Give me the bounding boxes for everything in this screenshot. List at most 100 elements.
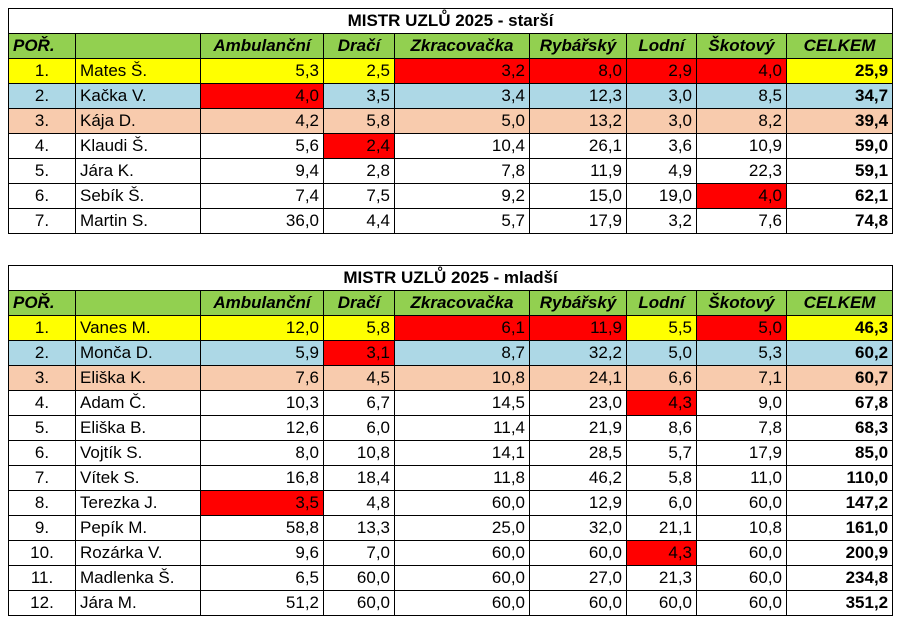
column-header: Škotový	[696, 33, 787, 59]
score-cell: 2,8	[323, 158, 395, 184]
table-row: 3. Kája D. 4,2 5,8 5,0 13,2 3,0 8,2 39,4	[8, 108, 894, 134]
name-cell: Terezka J.	[75, 490, 201, 516]
total-cell: 147,2	[785, 490, 894, 516]
score-cell: 12,3	[529, 83, 627, 109]
column-header: Ambulanční	[200, 33, 324, 59]
total-cell: 351,2	[785, 590, 894, 616]
rank-cell: 4.	[8, 133, 76, 159]
name-cell: Jára K.	[75, 158, 201, 184]
score-cell: 2,5	[323, 58, 395, 84]
score-cell: 5,8	[323, 315, 395, 341]
score-cell: 10,4	[394, 133, 530, 159]
score-cell: 7,8	[394, 158, 530, 184]
rank-cell: 5.	[8, 158, 76, 184]
score-cell: 7,1	[696, 365, 787, 391]
total-cell: 110,0	[785, 465, 894, 491]
score-cell: 60,0	[696, 565, 787, 591]
score-cell: 10,8	[394, 365, 530, 391]
column-header: POŘ.	[8, 33, 76, 59]
column-header: Rybářský	[529, 290, 627, 316]
score-cell: 6,1	[394, 315, 530, 341]
score-cell: 5,8	[626, 465, 697, 491]
total-cell: 59,1	[785, 158, 894, 184]
score-cell: 9,4	[200, 158, 324, 184]
total-cell: 68,3	[785, 415, 894, 441]
score-cell: 7,0	[323, 540, 395, 566]
score-cell: 7,5	[323, 183, 395, 209]
score-cell: 60,0	[323, 590, 395, 616]
score-cell: 10,3	[200, 390, 324, 416]
score-cell: 14,5	[394, 390, 530, 416]
score-cell: 3,0	[626, 108, 697, 134]
score-cell: 11,4	[394, 415, 530, 441]
score-cell: 60,0	[394, 540, 530, 566]
total-cell: 39,4	[785, 108, 894, 134]
score-cell: 3,0	[626, 83, 697, 109]
score-cell: 5,7	[394, 208, 530, 234]
score-cell: 7,8	[696, 415, 787, 441]
score-cell: 60,0	[394, 590, 530, 616]
table-row: 1. Vanes M. 12,0 5,8 6,1 11,9 5,5 5,0 46,3	[8, 315, 894, 341]
table-row: 6. Vojtík S. 8,0 10,8 14,1 28,5 5,7 17,9 85,0	[8, 440, 894, 466]
score-cell: 8,5	[696, 83, 787, 109]
score-cell: 10,8	[696, 515, 787, 541]
name-cell: Vojtík S.	[75, 440, 201, 466]
table-row: 6. Sebík Š. 7,4 7,5 9,2 15,0 19,0 4,0 62,1	[8, 183, 894, 209]
score-cell: 15,0	[529, 183, 627, 209]
score-cell: 32,0	[529, 515, 627, 541]
table-row: 11. Madlenka Š. 6,5 60,0 60,0 27,0 21,3 60,0 234…	[8, 565, 894, 591]
column-header: Škotový	[696, 290, 787, 316]
score-cell: 60,0	[529, 590, 627, 616]
score-cell: 4,3	[626, 540, 697, 566]
score-cell: 4,8	[323, 490, 395, 516]
table-row: 5. Eliška B. 12,6 6,0 11,4 21,9 8,6 7,8 68,3	[8, 415, 894, 441]
table-row: 2. Kačka V. 4,0 3,5 3,4 12,3 3,0 8,5 34,7	[8, 83, 894, 109]
score-cell: 60,0	[323, 565, 395, 591]
column-header: CELKEM	[785, 290, 894, 316]
score-cell: 27,0	[529, 565, 627, 591]
score-cell: 2,4	[323, 133, 395, 159]
column-header	[75, 33, 201, 59]
table-row: 10. Rozárka V. 9,6 7,0 60,0 60,0 4,3 60,0 200,9	[8, 540, 894, 566]
score-cell: 3,4	[394, 83, 530, 109]
score-cell: 58,8	[200, 515, 324, 541]
rank-cell: 1.	[8, 315, 76, 341]
table-row: 4. Adam Č. 10,3 6,7 14,5 23,0 4,3 9,0 67,8	[8, 390, 894, 416]
score-cell: 16,8	[200, 465, 324, 491]
name-cell: Monča D.	[75, 340, 201, 366]
column-header: Dračí	[323, 290, 395, 316]
score-cell: 6,0	[323, 415, 395, 441]
rank-cell: 7.	[8, 208, 76, 234]
score-cell: 9,6	[200, 540, 324, 566]
score-cell: 21,9	[529, 415, 627, 441]
score-cell: 8,0	[200, 440, 324, 466]
table-row: 12. Jára M. 51,2 60,0 60,0 60,0 60,0 60,0 351,2	[8, 590, 894, 616]
name-cell: Klaudi Š.	[75, 133, 201, 159]
score-cell: 23,0	[529, 390, 627, 416]
rank-cell: 9.	[8, 515, 76, 541]
score-cell: 12,0	[200, 315, 324, 341]
score-cell: 4,0	[696, 58, 787, 84]
score-cell: 6,6	[626, 365, 697, 391]
score-cell: 13,3	[323, 515, 395, 541]
score-cell: 60,0	[696, 590, 787, 616]
score-cell: 25,0	[394, 515, 530, 541]
total-cell: 46,3	[785, 315, 894, 341]
table-title: MISTR UZLŮ 2025 - starší	[7, 8, 894, 34]
rank-cell: 5.	[8, 415, 76, 441]
name-cell: Pepík M.	[75, 515, 201, 541]
score-cell: 10,9	[696, 133, 787, 159]
score-cell: 12,9	[529, 490, 627, 516]
score-cell: 10,8	[323, 440, 395, 466]
score-cell: 3,2	[626, 208, 697, 234]
results-table-mladsi: MISTR UZLŮ 2025 - mladší POŘ. Ambulanční Dr…	[7, 265, 894, 616]
score-cell: 5,0	[696, 315, 787, 341]
score-cell: 3,5	[200, 490, 324, 516]
table-title: MISTR UZLŮ 2025 - mladší	[7, 265, 894, 291]
score-cell: 13,2	[529, 108, 627, 134]
score-cell: 7,6	[696, 208, 787, 234]
score-cell: 9,2	[394, 183, 530, 209]
total-cell: 200,9	[785, 540, 894, 566]
rank-cell: 6.	[8, 440, 76, 466]
score-cell: 60,0	[394, 490, 530, 516]
